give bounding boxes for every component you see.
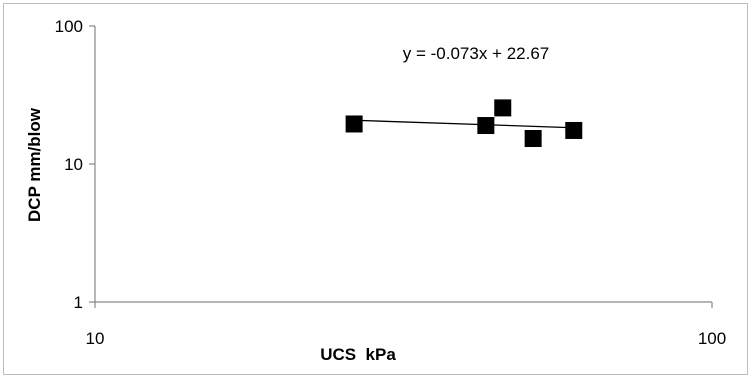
y-axis-title: DCP mm/blow xyxy=(25,107,44,222)
trendline-equation: y = -0.073x + 22.67 xyxy=(403,44,550,63)
y-axis-ticks: 1 10 100 xyxy=(55,17,95,312)
data-point xyxy=(477,117,495,135)
y-tick-label: 1 xyxy=(74,293,83,312)
x-tick-label: 10 xyxy=(86,329,105,348)
data-point xyxy=(494,99,512,117)
data-points xyxy=(345,99,583,148)
y-tick-label: 100 xyxy=(55,17,83,36)
data-point xyxy=(345,115,363,133)
x-axis-title: UCS kPa xyxy=(320,345,396,364)
y-tick-label: 10 xyxy=(64,155,83,174)
data-point xyxy=(524,130,542,148)
data-point xyxy=(565,121,583,139)
chart-area xyxy=(3,3,748,375)
x-tick-label: 100 xyxy=(698,329,726,348)
x-axis-ticks: 10 100 xyxy=(86,302,726,348)
trendline xyxy=(354,119,574,129)
